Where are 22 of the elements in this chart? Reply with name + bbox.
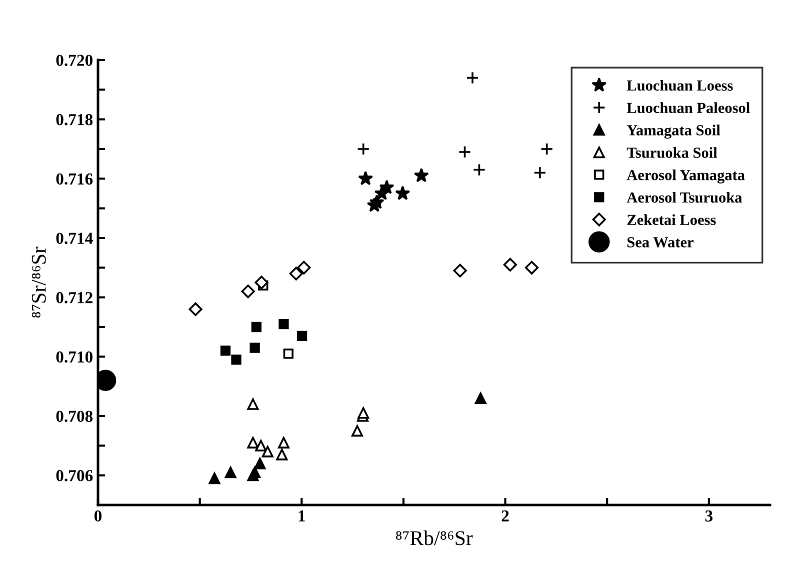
legend-label: Zeketai Loess xyxy=(627,214,716,226)
legend-label: Tsuruoka Soil xyxy=(626,147,718,158)
legend-label: Yamagata Soil xyxy=(626,124,720,139)
y-tick-label: 0.716 xyxy=(56,173,93,185)
y-tick-label: 0.720 xyxy=(56,54,93,66)
x-tick-label: 3 xyxy=(705,510,713,522)
legend-label: Luochuan Paleosol xyxy=(626,102,750,114)
x-tick-label: 0 xyxy=(94,510,102,522)
x-axis-title: ⁸⁷Rb/⁸⁶Sr xyxy=(396,530,473,546)
legend-label: Sea Water xyxy=(627,237,694,248)
legend-label: Aerosol Yamagata xyxy=(626,169,745,184)
legend-label: Aerosol Tsuruoka xyxy=(626,192,742,203)
y-tick-label: 0.718 xyxy=(56,114,93,126)
x-tick-label: 1 xyxy=(298,510,305,522)
x-tick-label: 2 xyxy=(502,510,509,522)
y-tick-label: 0.714 xyxy=(56,232,93,244)
y-tick-label: 0.706 xyxy=(56,470,93,482)
y-tick-label: 0.712 xyxy=(56,292,92,304)
y-tick-label: 0.710 xyxy=(56,351,93,363)
legend-label: Luochuan Loess xyxy=(626,80,733,91)
y-axis-title: ⁸⁷Sr/⁸⁶Sr xyxy=(32,246,46,318)
y-tick-label: 0.708 xyxy=(56,410,93,422)
